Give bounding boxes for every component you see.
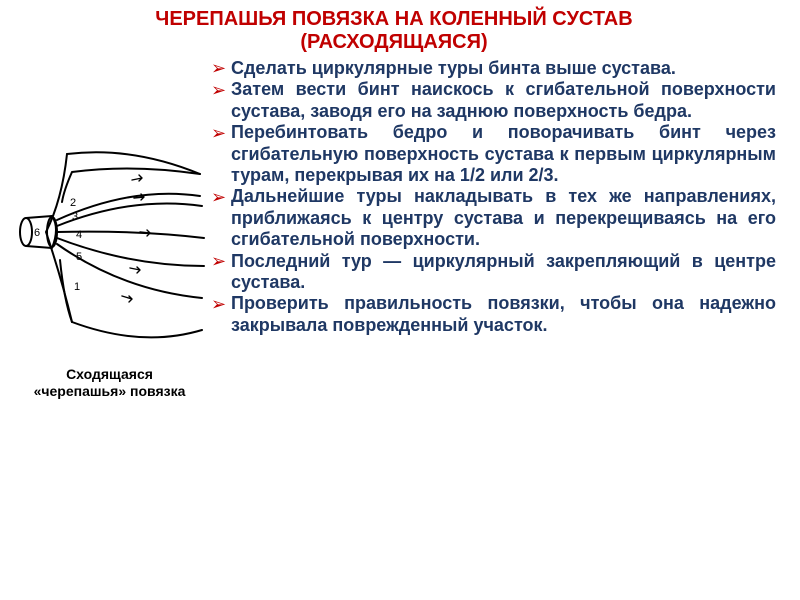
bullet-arrow-icon: ➢ xyxy=(211,59,226,77)
bullet-arrow-icon: ➢ xyxy=(211,124,226,142)
slide: ЧЕРЕПАШЬЯ ПОВЯЗКА НА КОЛЕННЫЙ СУСТАВ (РА… xyxy=(0,0,800,600)
title-line-1: ЧЕРЕПАШЬЯ ПОВЯЗКА НА КОЛЕННЫЙ СУСТАВ xyxy=(155,8,632,30)
bullet-text: Дальнейшие туры накладывать в тех же нап… xyxy=(231,186,776,249)
bullet-item: ➢ Перебинтовать бедро и поворачивать бинт… xyxy=(211,122,776,186)
caption-line-1: Сходящаяся xyxy=(66,366,153,382)
bullet-text: Сделать циркулярные туры бинта выше суст… xyxy=(231,58,676,78)
text-column: ➢ Сделать циркулярные туры бинта выше сус… xyxy=(207,58,776,336)
bullet-list: ➢ Сделать циркулярные туры бинта выше сус… xyxy=(211,58,776,336)
bullet-text: Проверить правильность повязки, чтобы он… xyxy=(231,293,776,334)
bandage-diagram: 2 3 4 5 1 6 xyxy=(12,140,207,360)
bullet-text: Затем вести бинт наискось к сгибательной… xyxy=(231,79,776,120)
bullet-arrow-icon: ➢ xyxy=(211,188,226,206)
diagram-label-5: 5 xyxy=(76,251,82,263)
title-line-2: (РАСХОДЯЩАЯСЯ) xyxy=(300,31,487,53)
bullet-text: Перебинтовать бедро и поворачивать бинт … xyxy=(231,122,776,185)
bullet-item: ➢ Дальнейшие туры накладывать в тех же на… xyxy=(211,186,776,250)
diagram-label-4: 4 xyxy=(76,229,82,241)
slide-title: ЧЕРЕПАШЬЯ ПОВЯЗКА НА КОЛЕННЫЙ СУСТАВ (РА… xyxy=(12,8,776,54)
diagram-caption: Сходящаяся «черепашья» повязка xyxy=(12,366,207,400)
bullet-arrow-icon: ➢ xyxy=(211,252,226,270)
content-row: 2 3 4 5 1 6 Сходящаяся «черепашья» повяз… xyxy=(12,58,776,400)
bullet-item: ➢ Проверить правильность повязки, чтобы о… xyxy=(211,293,776,336)
diagram-label-2: 2 xyxy=(70,197,76,209)
illustration-column: 2 3 4 5 1 6 Сходящаяся «черепашья» повяз… xyxy=(12,58,207,400)
bullet-text: Последний тур — циркулярный закрепляющий… xyxy=(231,251,776,292)
bullet-item: ➢ Последний тур — циркулярный закрепляющи… xyxy=(211,251,776,294)
caption-line-2: «черепашья» повязка xyxy=(34,383,186,399)
diagram-label-3: 3 xyxy=(72,211,78,223)
bullet-item: ➢ Затем вести бинт наискось к сгибательно… xyxy=(211,79,776,122)
bullet-item: ➢ Сделать циркулярные туры бинта выше сус… xyxy=(211,58,776,79)
diagram-label-6: 6 xyxy=(34,227,40,239)
bullet-arrow-icon: ➢ xyxy=(211,295,226,313)
bullet-arrow-icon: ➢ xyxy=(211,81,226,99)
diagram-label-1: 1 xyxy=(74,281,80,293)
